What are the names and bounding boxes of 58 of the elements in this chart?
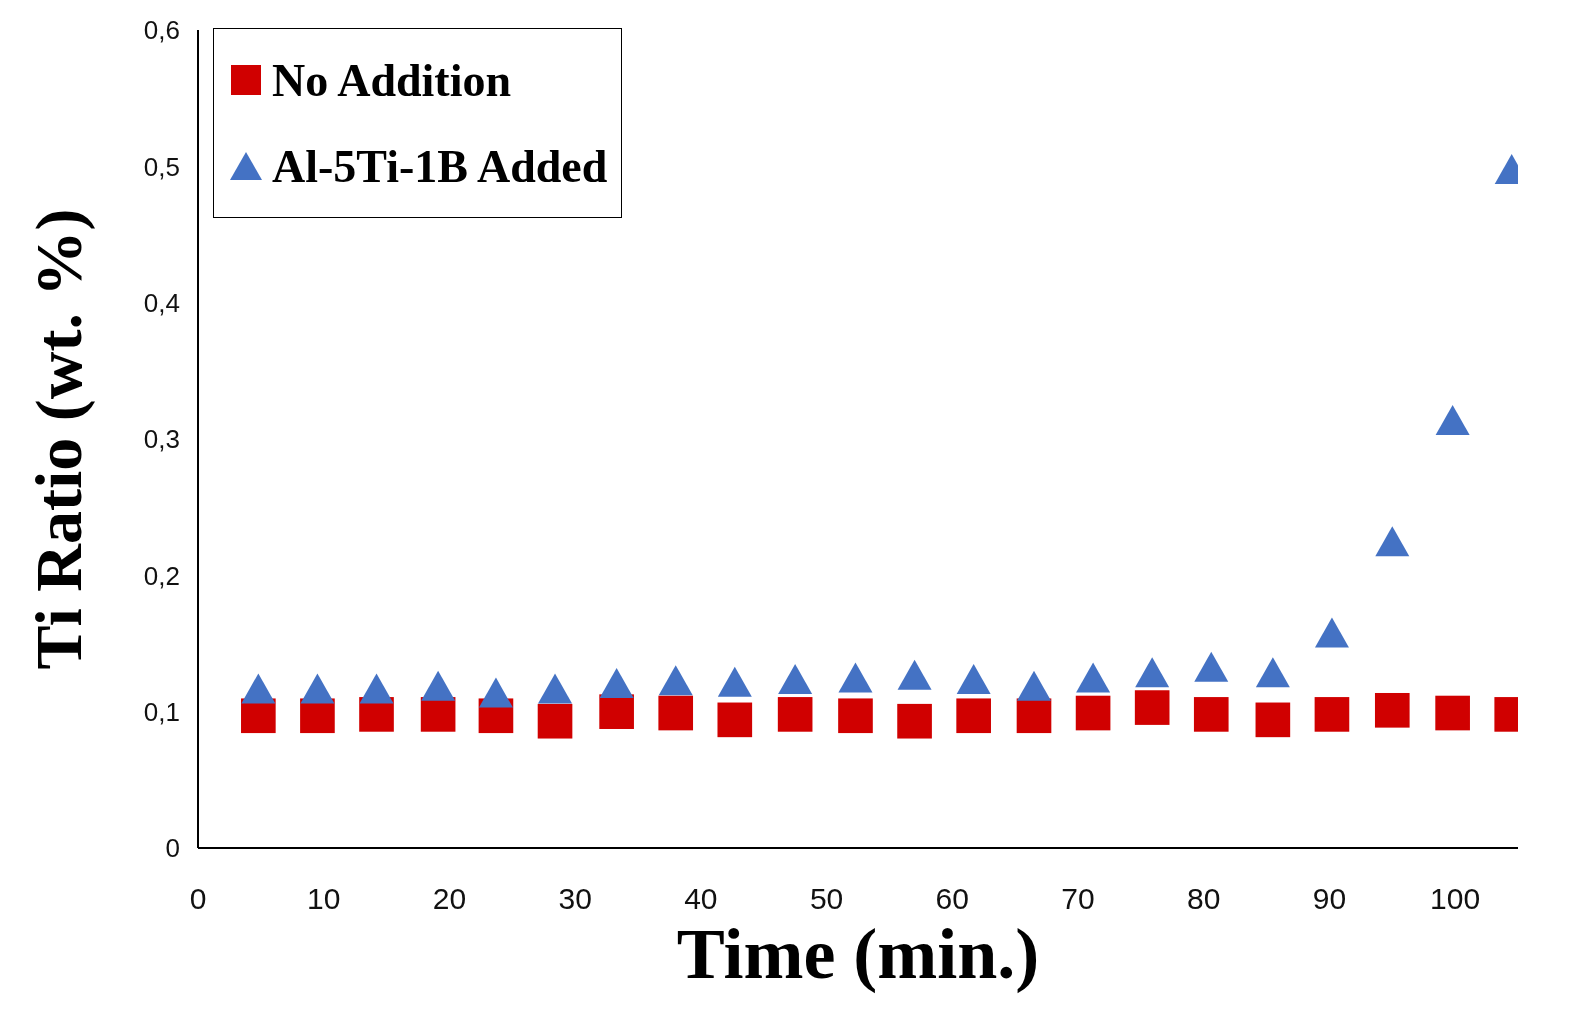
point bbox=[956, 698, 991, 734]
x-tick-label: 70 bbox=[1061, 882, 1095, 916]
point bbox=[300, 673, 335, 704]
y-tick-label: 0,1 bbox=[143, 696, 180, 727]
point bbox=[658, 665, 693, 696]
point bbox=[1135, 657, 1170, 688]
x-tick-label: 30 bbox=[558, 882, 592, 916]
x-tick-label: 60 bbox=[935, 882, 969, 916]
point bbox=[1314, 617, 1349, 648]
x-tick-label: 100 bbox=[1430, 882, 1481, 916]
point bbox=[478, 677, 513, 708]
point bbox=[599, 668, 634, 699]
legend-label: No Addition bbox=[272, 53, 512, 107]
y-axis-title: Ti Ratio (wt. %) bbox=[22, 208, 97, 670]
point bbox=[1435, 404, 1470, 435]
point bbox=[777, 697, 813, 732]
x-tick-label: 50 bbox=[809, 882, 844, 916]
point bbox=[1016, 698, 1052, 734]
y-tick-label: 0,3 bbox=[143, 424, 180, 455]
x-tick-label: 20 bbox=[432, 882, 467, 916]
point bbox=[956, 663, 991, 694]
point bbox=[717, 666, 752, 697]
point bbox=[359, 673, 394, 704]
point bbox=[537, 703, 573, 739]
x-axis-title: Time (min.) bbox=[676, 914, 1040, 994]
point bbox=[1075, 695, 1111, 731]
point bbox=[658, 695, 694, 731]
point bbox=[1134, 690, 1170, 725]
y-tick-label: 0,6 bbox=[143, 15, 180, 46]
point bbox=[1255, 702, 1291, 738]
point bbox=[1194, 651, 1229, 682]
point bbox=[1314, 697, 1350, 732]
point bbox=[897, 659, 932, 690]
point bbox=[897, 703, 932, 739]
y-tick-label: 0,2 bbox=[143, 560, 180, 591]
point bbox=[421, 670, 456, 701]
x-tick-label: 10 bbox=[307, 882, 341, 916]
y-tick-label: 0,5 bbox=[143, 151, 180, 182]
x-tick-label: 40 bbox=[684, 882, 718, 916]
point bbox=[1076, 662, 1111, 693]
point bbox=[838, 662, 873, 693]
legend-label: Al-5Ti-1B Added bbox=[272, 139, 608, 193]
point bbox=[1017, 670, 1051, 701]
point bbox=[1374, 692, 1410, 728]
point bbox=[1255, 657, 1290, 688]
point bbox=[1435, 695, 1470, 731]
point bbox=[1375, 526, 1410, 557]
point bbox=[838, 698, 873, 734]
x-tick-label: 90 bbox=[1312, 882, 1347, 916]
y-tick-label: 0,4 bbox=[143, 287, 180, 318]
y-tick-label: 0 bbox=[165, 833, 180, 864]
x-tick-label: 0 bbox=[189, 882, 207, 916]
point bbox=[717, 702, 753, 738]
point bbox=[241, 673, 276, 704]
point bbox=[778, 663, 813, 694]
point bbox=[538, 673, 573, 704]
x-tick-label: 80 bbox=[1187, 882, 1221, 916]
point bbox=[1193, 697, 1229, 732]
